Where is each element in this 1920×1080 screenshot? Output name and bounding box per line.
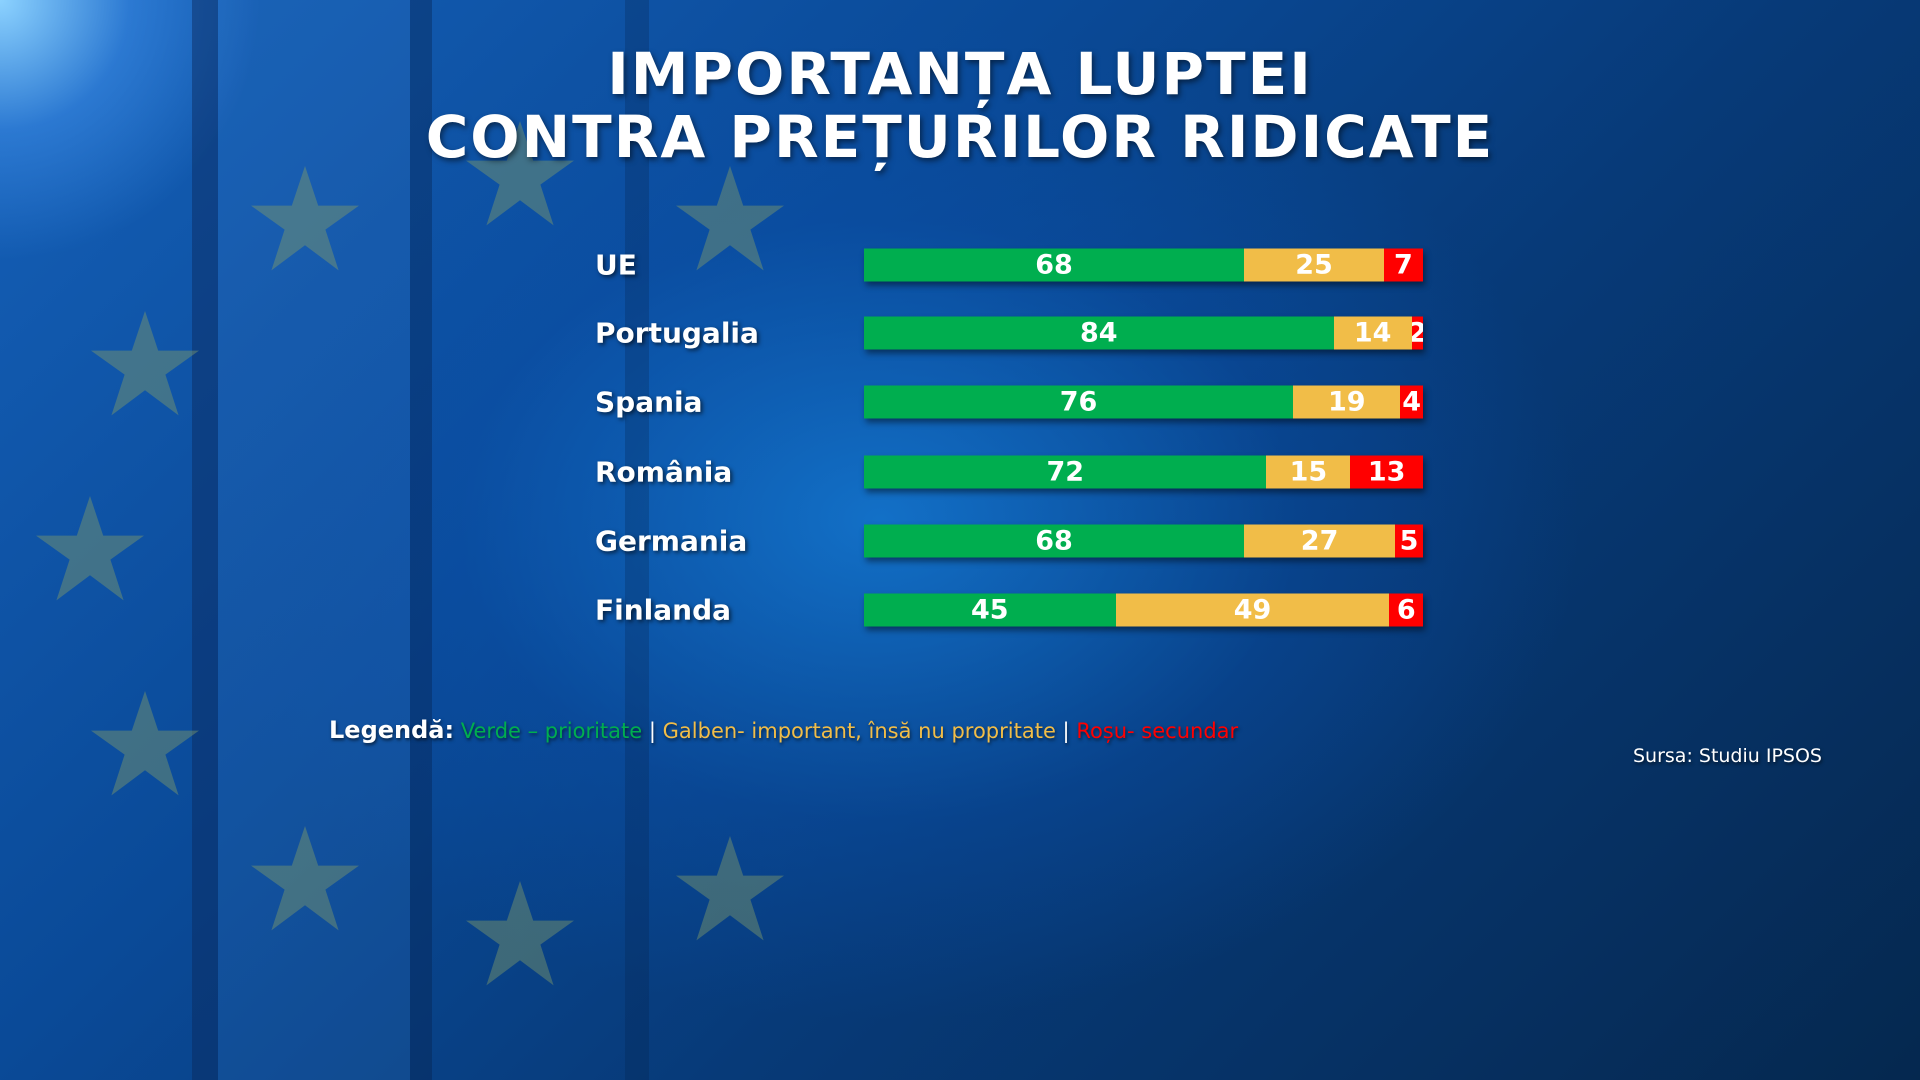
bar-segment-green: 76	[864, 385, 1294, 419]
legend-red: Roșu- secundar	[1076, 719, 1239, 743]
bar-segment-red: 7	[1383, 248, 1423, 282]
category-label: Spania	[595, 385, 703, 419]
data-label: 7	[1394, 249, 1413, 281]
data-label: 68	[1035, 525, 1073, 557]
eu-star-icon	[91, 691, 199, 796]
data-label: 45	[970, 594, 1009, 626]
bar-segment-green: 84	[864, 316, 1334, 350]
legend: Legendă: Verde – prioritate | Galben- im…	[329, 716, 1238, 744]
flag-fold-band	[625, 0, 649, 1080]
eu-star-icon	[676, 836, 784, 941]
bar-segment-red: 13	[1350, 455, 1423, 489]
stacked-bar: 84 14 2	[864, 316, 1423, 350]
category-label: Germania	[595, 524, 748, 558]
data-label: 84	[1079, 317, 1118, 349]
bar-segment-green: 68	[864, 248, 1245, 282]
bar-segment-red: 2	[1411, 316, 1423, 350]
bar-segment-green: 45	[864, 593, 1116, 627]
flag-fold-band	[410, 0, 432, 1080]
category-label: Portugalia	[595, 316, 759, 350]
data-label: 13	[1367, 456, 1406, 488]
legend-yellow: Galben- important, însă nu propritate	[662, 719, 1056, 743]
stacked-bar: 72 15 13	[864, 455, 1423, 489]
bar-segment-yellow: 15	[1266, 455, 1351, 489]
data-label: 15	[1289, 456, 1328, 488]
data-label: 2	[1411, 317, 1423, 349]
bar-segment-red: 4	[1400, 385, 1423, 419]
data-label: 14	[1353, 317, 1392, 349]
eu-star-icon	[466, 121, 574, 226]
bar-segment-yellow: 19	[1293, 385, 1401, 419]
data-label: 27	[1300, 525, 1339, 557]
legend-separator: |	[1062, 719, 1070, 743]
bar-segment-red: 5	[1395, 524, 1423, 558]
eu-star-icon	[676, 166, 784, 271]
eu-star-icon	[91, 311, 199, 416]
stacked-bar: 45 49 6	[864, 593, 1423, 627]
title-line-2: CONTRA PREȚURILOR RIDICATE	[425, 103, 1495, 171]
category-label: România	[595, 455, 733, 489]
category-label: Finlanda	[595, 593, 732, 627]
flag-fold-band	[218, 0, 410, 1080]
data-label: 49	[1233, 594, 1272, 626]
flag-fold-band	[192, 0, 218, 1080]
data-label: 68	[1035, 249, 1073, 281]
data-label: 25	[1295, 249, 1333, 281]
data-label: 76	[1059, 386, 1098, 418]
data-label: 19	[1327, 386, 1366, 418]
eu-star-icon	[251, 166, 359, 271]
data-label: 4	[1402, 386, 1422, 418]
bar-segment-green: 72	[864, 455, 1267, 489]
bar-segment-yellow: 25	[1244, 248, 1384, 282]
category-label: UE	[595, 248, 637, 282]
eu-star-icon	[36, 496, 144, 601]
eu-star-icon	[466, 881, 574, 986]
legend-label: Legendă:	[329, 716, 455, 744]
bar-segment-red: 6	[1389, 593, 1423, 627]
legend-separator: |	[648, 719, 656, 743]
bar-segment-green: 68	[864, 524, 1245, 558]
eu-star-icon	[251, 826, 359, 931]
bar-segment-yellow: 49	[1115, 593, 1390, 627]
source-note: Sursa: Studiu IPSOS	[1632, 745, 1822, 767]
stacked-bar: 68 25 7	[864, 248, 1423, 282]
bar-segment-yellow: 14	[1333, 316, 1412, 350]
stacked-bar: 76 19 4	[864, 385, 1423, 419]
bar-segment-yellow: 27	[1244, 524, 1396, 558]
data-label: 5	[1399, 525, 1419, 557]
legend-green: Verde – prioritate	[460, 719, 643, 743]
title-line-1: IMPORTANȚA LUPTEI	[607, 40, 1313, 108]
data-label: 72	[1046, 456, 1085, 488]
data-label: 6	[1396, 594, 1416, 626]
stacked-bar: 68 27 5	[864, 524, 1423, 558]
